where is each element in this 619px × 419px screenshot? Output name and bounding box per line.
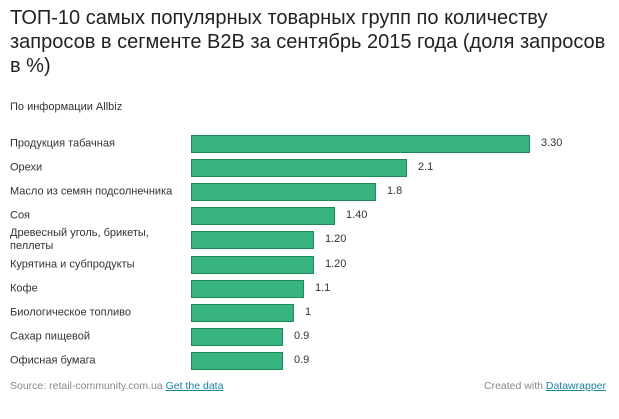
bar — [191, 328, 283, 346]
value-label: 1 — [305, 306, 312, 318]
category-label: Офисная бумага — [10, 354, 96, 367]
bar-row: Орехи 2.1 — [0, 156, 619, 180]
bar — [191, 159, 407, 177]
credit: Created with Datawrapper — [484, 380, 606, 392]
get-data-link[interactable]: Get the data — [165, 380, 224, 392]
category-label: Курятина и субпродукты — [10, 258, 135, 271]
bar — [191, 256, 314, 274]
bar-row: Офисная бумага 0.9 — [0, 349, 619, 373]
value-label: 0.9 — [294, 354, 310, 366]
value-label: 1.8 — [387, 185, 403, 197]
bar — [191, 352, 283, 370]
footer: Source: retail-community.com.ua Get the … — [10, 380, 606, 392]
bar-row: Сахар пищевой 0.9 — [0, 325, 619, 349]
category-label: Сахар пищевой — [10, 330, 90, 343]
bar-row: Древесный уголь, брикеты, пеллеты 1.20 — [0, 227, 619, 252]
category-label: Кофе — [10, 282, 38, 295]
value-label: 1.20 — [325, 258, 347, 270]
bar — [191, 231, 314, 249]
bar — [191, 183, 376, 201]
datawrapper-link[interactable]: Datawrapper — [545, 380, 606, 392]
bar-row: Масло из семян подсолнечника 1.8 — [0, 180, 619, 204]
value-label: 1.40 — [346, 209, 368, 221]
category-label: Древесный уголь, брикеты, пеллеты — [10, 227, 149, 252]
chart-subtitle: По информации Allbiz — [10, 101, 123, 113]
bar-row: Биологическое топливо 1 — [0, 301, 619, 325]
bar-row: Кофе 1.1 — [0, 277, 619, 301]
value-label: 1.20 — [325, 233, 347, 245]
bar-row: Курятина и субпродукты 1.20 — [0, 253, 619, 277]
chart-title: ТОП-10 самых популярных товарных групп п… — [10, 7, 606, 77]
category-label: Биологическое топливо — [10, 306, 132, 319]
value-label: 2.1 — [418, 161, 434, 173]
source-text: Source: retail-community.com.ua — [10, 380, 163, 392]
bar — [191, 304, 294, 322]
category-label: Орехи — [10, 161, 43, 174]
bar — [191, 280, 304, 298]
bar — [191, 207, 335, 225]
created-with-text: Created with — [484, 380, 543, 392]
category-label: Продукция табачная — [10, 137, 115, 150]
bar-row: Продукция табачная 3.30 — [0, 132, 619, 156]
value-label: 0.9 — [294, 330, 310, 342]
value-label: 3.30 — [541, 137, 563, 149]
category-label: Соя — [10, 209, 31, 222]
bar-row: Соя 1.40 — [0, 204, 619, 228]
value-label: 1.1 — [315, 282, 331, 294]
bar — [191, 135, 530, 153]
category-label: Масло из семян подсолнечника — [10, 185, 173, 198]
